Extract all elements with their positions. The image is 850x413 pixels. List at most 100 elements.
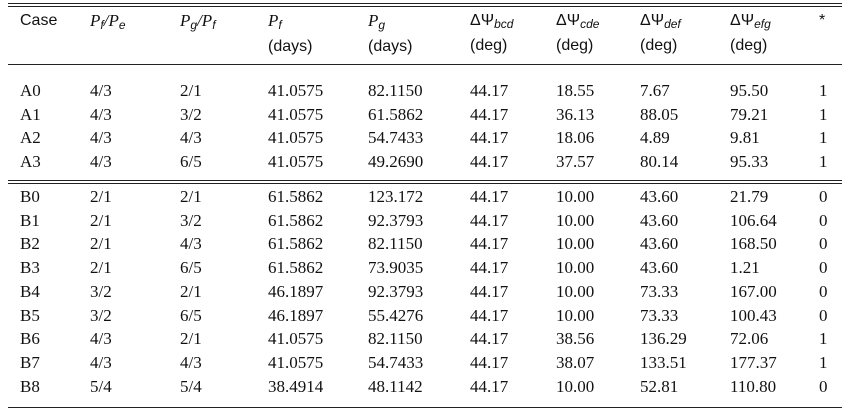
table-cell: 4/3	[180, 352, 202, 372]
table-cell: 73.9035	[368, 258, 424, 278]
table-cell: 44.17	[470, 234, 509, 254]
header-rule	[8, 64, 842, 65]
table-cell: 46.1897	[268, 281, 324, 301]
table-cell: 4/3	[90, 352, 112, 372]
table-cell: 41.0575	[268, 81, 324, 100]
table-cell: 177.37	[730, 352, 777, 372]
case-label: A3	[20, 152, 41, 172]
table-cell: 41.0575	[268, 152, 324, 172]
table-cell: 4/3	[180, 234, 202, 254]
table-cell: 18.55	[556, 81, 595, 100]
header-symbol: P	[180, 11, 191, 30]
header-cell: Pf (days)	[268, 10, 312, 58]
bottom-rule	[8, 407, 842, 408]
table-cell: 44.17	[470, 376, 509, 396]
table-cell: 3/2	[180, 104, 202, 124]
table-cell: 44.17	[470, 104, 509, 124]
table-cell: 38.07	[556, 352, 595, 372]
table-cell: 0	[819, 258, 828, 278]
table-cell: 1	[819, 81, 828, 100]
table-cell: 73.33	[640, 305, 679, 325]
table-cell: 5/4	[90, 376, 112, 396]
header-text: Case	[20, 12, 58, 29]
table-cell: 92.3793	[368, 281, 424, 301]
table-cell: 44.17	[470, 187, 509, 206]
table-cell: 37.57	[556, 152, 595, 172]
table-cell: 21.79	[730, 187, 769, 206]
table-cell: 52.81	[640, 376, 679, 396]
table-cell: 61.5862	[268, 210, 324, 230]
case-label: A1	[20, 104, 41, 124]
table-cell: 110.80	[730, 376, 777, 396]
table-cell: 49.2690	[368, 152, 424, 172]
header-subscript: f	[212, 18, 216, 32]
header-subscript: f	[100, 18, 104, 32]
case-label: A2	[20, 128, 41, 148]
case-label: B3	[20, 258, 40, 278]
header-cell: ΔΨcde (deg)	[556, 10, 599, 57]
header-subscript: cde	[580, 17, 600, 31]
table-cell: 10.00	[556, 281, 595, 301]
table-cell: 10.00	[556, 187, 595, 206]
table-cell: 2/1	[180, 187, 202, 206]
header-text: ΔΨ	[730, 12, 755, 29]
header-unit: (deg)	[730, 37, 768, 54]
table-cell: 2/1	[90, 187, 112, 206]
table-cell: 167.00	[730, 281, 777, 301]
table-cell: 41.0575	[268, 329, 324, 349]
table-cell: 61.5862	[368, 104, 424, 124]
header-subscript: e	[118, 18, 126, 32]
table-cell: 61.5862	[268, 258, 324, 278]
table-cell: 10.00	[556, 376, 595, 396]
table-cell: 44.17	[470, 258, 509, 278]
table-cell: 3/2	[90, 281, 112, 301]
table-cell: 10.00	[556, 258, 595, 278]
header-subscript: g	[378, 18, 386, 32]
table-cell: 61.5862	[268, 234, 324, 254]
header-symbol: /P	[103, 11, 119, 30]
header-unit: (days)	[368, 38, 413, 55]
group-rule	[8, 183, 842, 184]
header-unit: (deg)	[556, 37, 594, 54]
table-cell: 55.4276	[368, 305, 424, 325]
case-label: B7	[20, 352, 40, 372]
header-cell: Case	[20, 10, 57, 32]
table-cell: 54.7433	[368, 128, 424, 148]
case-label: B5	[20, 305, 40, 325]
table-cell: 1	[819, 352, 828, 372]
table-cell: 1	[819, 128, 828, 148]
table-cell: 82.1150	[368, 81, 423, 100]
table-cell: 4/3	[90, 152, 112, 172]
table-cell: 10.00	[556, 210, 595, 230]
table-cell: 88.05	[640, 104, 679, 124]
table-cell: 3/2	[180, 210, 202, 230]
table-cell: 43.60	[640, 234, 679, 254]
table-cell: 44.17	[470, 152, 509, 172]
table-cell: 10.00	[556, 305, 595, 325]
table-cell: 123.172	[368, 187, 424, 206]
table-cell: 4/3	[90, 81, 112, 100]
table-cell: 54.7433	[368, 352, 424, 372]
header-subscript: f	[278, 18, 282, 32]
case-label: B4	[20, 281, 40, 301]
table-cell: 2/1	[90, 210, 112, 230]
case-label: B6	[20, 329, 40, 349]
header-text: ΔΨ	[556, 12, 581, 29]
header-cell: ΔΨbcd (deg)	[470, 10, 513, 57]
header-cell: *	[819, 10, 825, 32]
table-cell: 44.17	[470, 305, 509, 325]
table-cell: 82.1150	[368, 329, 423, 349]
table-cell: 4/3	[180, 128, 202, 148]
header-unit: (deg)	[640, 37, 678, 54]
table-cell: 61.5862	[268, 187, 324, 206]
header-subscript: bcd	[494, 17, 514, 31]
header-subscript: def	[664, 17, 681, 31]
table-cell: 168.50	[730, 234, 777, 254]
table-cell: 133.51	[640, 352, 687, 372]
header-subscript: efg	[754, 17, 771, 31]
header-symbol: P	[268, 11, 279, 30]
table-cell: 43.60	[640, 187, 679, 206]
table-cell: 0	[819, 234, 828, 254]
table-cell: 1	[819, 152, 828, 172]
